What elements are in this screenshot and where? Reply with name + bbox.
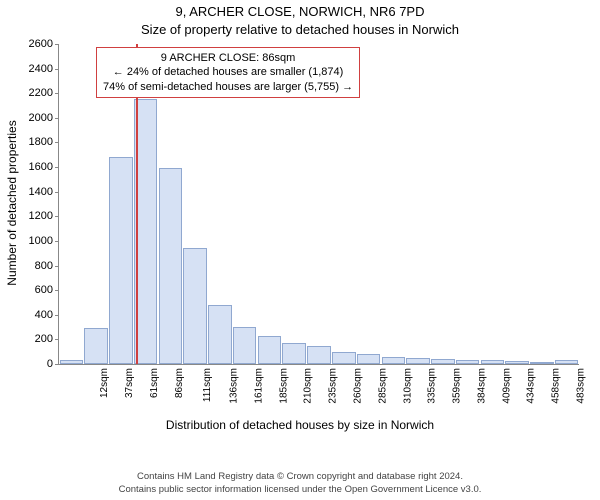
x-tick-label: 161sqm (254, 368, 265, 404)
x-tick-label: 210sqm (303, 368, 314, 404)
x-tick-label: 136sqm (229, 368, 240, 404)
bar (208, 305, 232, 364)
bar (357, 354, 381, 364)
y-tick-mark (55, 44, 59, 45)
bar (481, 360, 505, 364)
y-tick-mark (55, 339, 59, 340)
x-tick-label: 12sqm (99, 368, 110, 398)
bar (505, 361, 529, 364)
bar (60, 360, 84, 364)
bar (406, 358, 430, 364)
y-axis-label: Number of detached properties (5, 43, 19, 363)
annotation-line2: ← 24% of detached houses are smaller (1,… (103, 65, 353, 79)
x-tick-label: 260sqm (353, 368, 364, 404)
y-tick-mark (55, 167, 59, 168)
x-tick-label: 434sqm (526, 368, 537, 404)
attribution-line2: Contains public sector information licen… (0, 484, 600, 496)
annotation-line3: 74% of semi-detached houses are larger (… (103, 80, 353, 94)
bar (282, 343, 306, 364)
x-tick-label: 185sqm (278, 368, 289, 404)
x-tick-label: 335sqm (427, 368, 438, 404)
y-tick-mark (55, 290, 59, 291)
title: 9, ARCHER CLOSE, NORWICH, NR6 7PD (0, 4, 600, 19)
y-tick-mark (55, 192, 59, 193)
x-tick-label: 310sqm (402, 368, 413, 404)
y-tick-mark (55, 266, 59, 267)
bar (84, 328, 108, 364)
x-tick-label: 86sqm (174, 368, 185, 398)
bar (456, 360, 480, 364)
x-tick-label: 285sqm (377, 368, 388, 404)
y-tick-mark (55, 241, 59, 242)
bar (183, 248, 207, 364)
bar (233, 327, 257, 364)
y-tick-mark (55, 142, 59, 143)
x-tick-label: 384sqm (476, 368, 487, 404)
x-tick-label: 409sqm (501, 368, 512, 404)
y-tick-mark (55, 364, 59, 365)
bar (258, 336, 282, 364)
subtitle: Size of property relative to detached ho… (0, 22, 600, 37)
bar (530, 362, 554, 364)
x-tick-label: 111sqm (203, 368, 214, 402)
bar (159, 168, 183, 364)
y-tick-mark (55, 216, 59, 217)
bar (332, 352, 356, 364)
annotation-box: 9 ARCHER CLOSE: 86sqm← 24% of detached h… (96, 47, 360, 98)
y-tick-mark (55, 315, 59, 316)
y-tick-mark (55, 93, 59, 94)
annotation-line1: 9 ARCHER CLOSE: 86sqm (103, 51, 353, 65)
x-tick-label: 61sqm (149, 368, 160, 398)
x-tick-label: 458sqm (551, 368, 562, 404)
bar (307, 346, 331, 364)
x-tick-label: 359sqm (452, 368, 463, 404)
x-axis-label: Distribution of detached houses by size … (0, 418, 600, 432)
x-tick-label: 483sqm (575, 368, 586, 404)
x-tick-label: 37sqm (124, 368, 135, 398)
bar (555, 360, 579, 364)
bar (109, 157, 133, 364)
bar (431, 359, 455, 364)
x-tick-label: 235sqm (328, 368, 339, 404)
attribution: Contains HM Land Registry data © Crown c… (0, 471, 600, 496)
attribution-line1: Contains HM Land Registry data © Crown c… (0, 471, 600, 483)
y-tick-mark (55, 118, 59, 119)
bar (382, 357, 406, 364)
y-tick-mark (55, 69, 59, 70)
